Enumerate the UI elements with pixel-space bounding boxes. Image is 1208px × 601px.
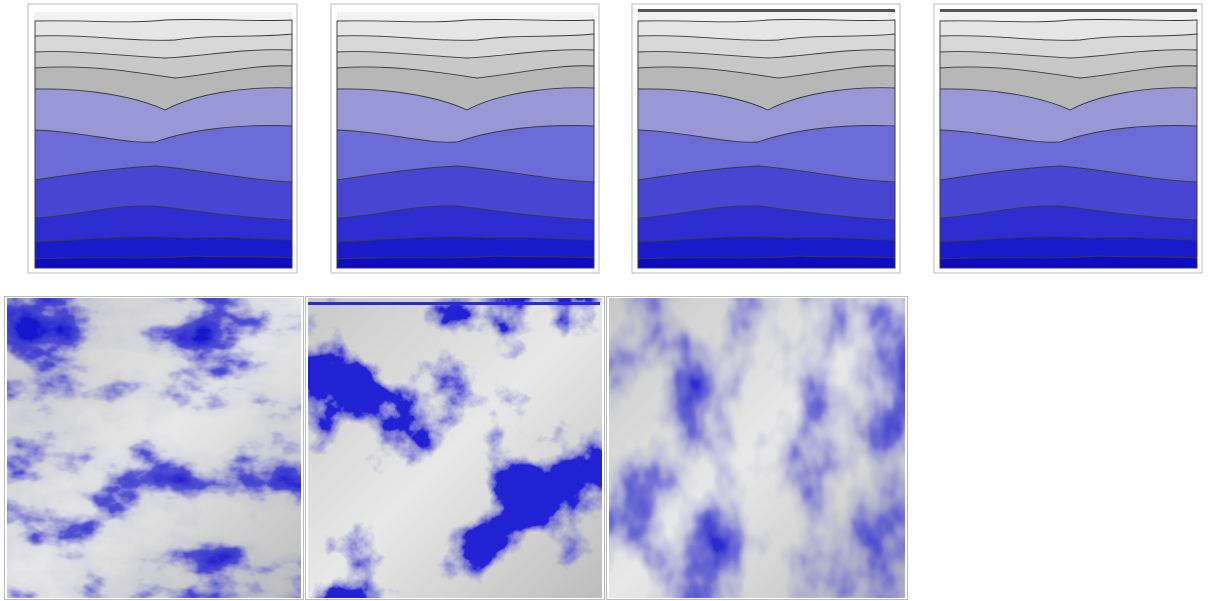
noise-panel: [306, 297, 605, 600]
contour-plot: [940, 12, 1197, 268]
top-bar: [638, 9, 895, 12]
contour-plot: [638, 12, 895, 268]
noise-panel: [607, 297, 908, 600]
page: (() => { const data = JSON.parse(documen…: [0, 0, 1208, 601]
noise-image: [308, 298, 602, 598]
top-bar: [308, 302, 600, 305]
figure-grid: [0, 0, 1208, 601]
contour-plot: [35, 12, 292, 268]
noise-panel: [5, 297, 304, 600]
contour-panel: [934, 4, 1202, 273]
contour-panel: [331, 4, 599, 273]
noise-image: [609, 298, 905, 598]
contour-panel: [632, 4, 900, 273]
top-bar: [940, 9, 1197, 12]
noise-image: [7, 298, 301, 598]
contour-panel: [28, 4, 297, 273]
contour-plot: [337, 12, 594, 268]
